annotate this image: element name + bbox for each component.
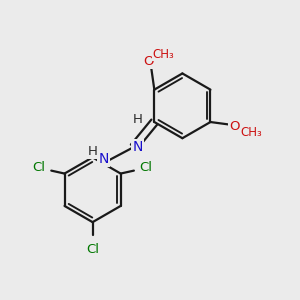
Text: H: H (133, 112, 143, 126)
Text: O: O (230, 120, 240, 133)
Text: Cl: Cl (140, 161, 153, 174)
Text: CH₃: CH₃ (241, 126, 262, 139)
Text: Cl: Cl (32, 161, 45, 174)
Text: O: O (143, 55, 154, 68)
Text: H: H (88, 145, 98, 158)
Text: Cl: Cl (86, 243, 99, 256)
Text: N: N (132, 140, 142, 154)
Text: CH₃: CH₃ (152, 48, 174, 61)
Text: N: N (98, 152, 109, 166)
